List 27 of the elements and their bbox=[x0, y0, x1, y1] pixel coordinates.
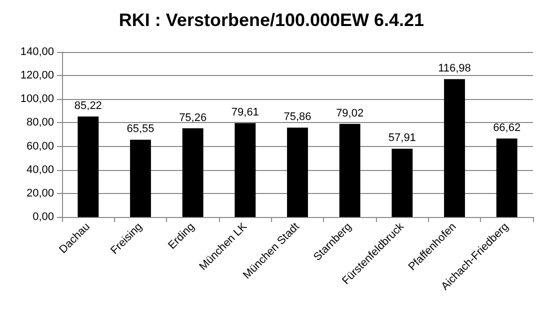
y-tick-label: 80,00 bbox=[26, 116, 54, 129]
data-label: 75,86 bbox=[284, 111, 312, 124]
bar bbox=[234, 123, 256, 217]
bar bbox=[287, 128, 308, 217]
bar bbox=[130, 140, 151, 217]
y-tick-label: 20,00 bbox=[26, 187, 54, 200]
y-tick-label: 120,00 bbox=[20, 70, 54, 82]
data-label: 116,98 bbox=[438, 62, 471, 75]
bar bbox=[496, 138, 518, 217]
y-tick-label: 100,00 bbox=[20, 93, 54, 106]
data-label: 79,61 bbox=[231, 106, 259, 119]
y-tick-label: 40,00 bbox=[26, 164, 54, 176]
y-tick-label: 0,00 bbox=[32, 211, 54, 223]
data-label: 57,91 bbox=[388, 132, 416, 144]
data-label: 75,26 bbox=[179, 112, 207, 124]
bar bbox=[392, 148, 413, 217]
y-tick-label: 140,00 bbox=[20, 46, 54, 58]
chart-title: RKI : Verstorbene/100.000EW 6.4.21 bbox=[118, 10, 424, 30]
data-label: 79,02 bbox=[336, 107, 364, 120]
bar bbox=[339, 124, 360, 217]
data-label: 65,55 bbox=[126, 123, 154, 136]
bar bbox=[78, 116, 99, 217]
bar bbox=[182, 128, 204, 217]
data-label: 66,62 bbox=[493, 122, 521, 134]
y-tick-label: 60,00 bbox=[26, 140, 54, 152]
bar bbox=[444, 79, 465, 217]
data-label: 85,22 bbox=[74, 100, 102, 112]
